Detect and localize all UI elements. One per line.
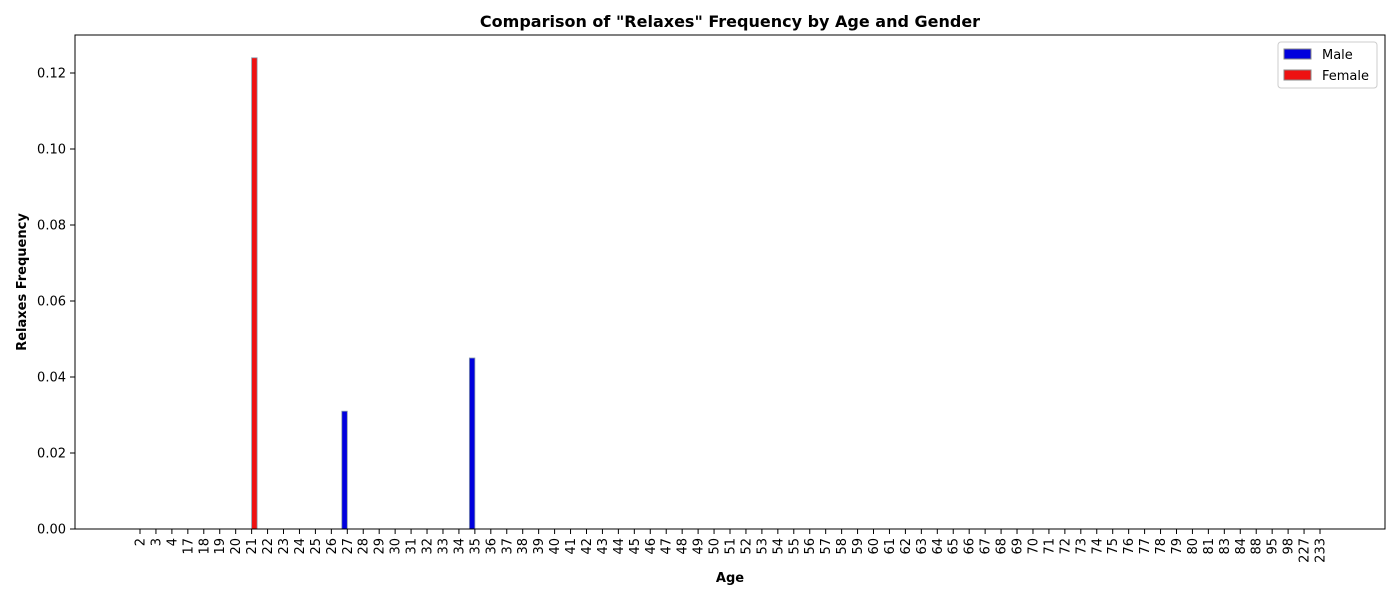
x-tick-label: 53	[755, 538, 770, 555]
x-tick-label: 22	[261, 538, 276, 555]
x-tick-label: 32	[421, 538, 436, 555]
x-tick-label: 17	[181, 538, 196, 555]
x-tick-label: 42	[580, 538, 595, 555]
x-tick-label: 74	[1090, 538, 1105, 555]
y-tick-label: 0.06	[37, 295, 66, 310]
x-tick-label: 67	[979, 538, 994, 555]
x-tick-label: 64	[931, 538, 946, 555]
x-tick-label: 56	[803, 538, 818, 555]
x-tick-label: 58	[835, 538, 850, 555]
x-tick-label: 27	[341, 538, 356, 555]
x-tick-label: 55	[787, 538, 802, 555]
x-tick-label: 70	[1026, 538, 1041, 555]
legend-label-female: Female	[1322, 69, 1369, 84]
legend-swatch-male	[1283, 48, 1312, 60]
x-tick-label: 233	[1314, 538, 1329, 563]
x-tick-label: 62	[899, 538, 914, 555]
x-tick-label: 65	[947, 538, 962, 555]
legend-label-male: Male	[1322, 48, 1353, 63]
x-tick-label: 84	[1234, 538, 1249, 555]
x-tick-label: 95	[1266, 538, 1281, 555]
x-tick-label: 72	[1058, 538, 1073, 555]
x-tick-label: 44	[612, 538, 627, 555]
x-axis-title: Age	[716, 571, 744, 586]
x-tick-label: 47	[660, 538, 675, 555]
bar-male-age-27	[341, 410, 348, 530]
x-tick-label: 36	[484, 538, 499, 555]
x-tick-label: 71	[1042, 538, 1057, 555]
bars-layer	[251, 57, 476, 530]
x-tick-label: 78	[1154, 538, 1169, 555]
x-tick-label: 83	[1218, 538, 1233, 555]
x-tick-label: 45	[628, 538, 643, 555]
chart-title: Comparison of "Relaxes" Frequency by Age…	[480, 12, 980, 31]
x-tick-label: 46	[644, 538, 659, 555]
x-tick-label: 21	[245, 538, 260, 555]
x-tick-label: 37	[500, 538, 515, 555]
bar-male-age-35	[468, 357, 476, 530]
x-tick-label: 51	[724, 538, 739, 555]
x-tick-label: 19	[213, 538, 228, 555]
x-tick-label: 38	[516, 538, 531, 555]
x-tick-label: 30	[389, 538, 404, 555]
x-tick-label: 73	[1074, 538, 1089, 555]
x-tick-label: 33	[436, 538, 451, 555]
plot-frame	[74, 34, 1386, 530]
x-tick-label: 39	[532, 538, 547, 555]
x-tick-label: 81	[1202, 538, 1217, 555]
x-tick-label: 54	[771, 538, 786, 555]
x-tick-label: 227	[1298, 538, 1313, 563]
x-tick-label: 77	[1138, 538, 1153, 555]
y-tick-label: 0.02	[37, 447, 66, 462]
x-tick-label: 3	[149, 538, 164, 546]
y-tick-label: 0.10	[37, 143, 66, 158]
x-tick-label: 28	[357, 538, 372, 555]
x-tick-label: 40	[548, 538, 563, 555]
x-tick-label: 68	[995, 538, 1010, 555]
legend: Male Female	[1277, 41, 1378, 89]
legend-swatch-female	[1283, 69, 1312, 81]
x-tick-label: 79	[1170, 538, 1185, 555]
x-tick-label: 43	[596, 538, 611, 555]
bar-female-age-21	[251, 57, 258, 530]
x-tick-label: 98	[1282, 538, 1297, 555]
x-tick-label: 61	[883, 538, 898, 555]
x-tick-label: 24	[293, 538, 308, 555]
x-tick-label: 63	[915, 538, 930, 555]
x-tick-label: 88	[1250, 538, 1265, 555]
x-tick-label: 48	[676, 538, 691, 555]
x-tick-label: 57	[819, 538, 834, 555]
x-tick-label: 35	[468, 538, 483, 555]
y-axis: 0.00 0.02 0.04 0.06 0.08 0.10 0.12	[37, 67, 75, 538]
x-tick-label: 41	[564, 538, 579, 555]
x-tick-label: 29	[373, 538, 388, 555]
x-tick-label: 25	[309, 538, 324, 555]
x-tick-label: 60	[867, 538, 882, 555]
x-tick-label: 26	[325, 538, 340, 555]
x-tick-label: 31	[405, 538, 420, 555]
y-tick-label: 0.12	[37, 67, 66, 82]
y-tick-label: 0.00	[37, 523, 66, 538]
x-tick-label: 23	[277, 538, 292, 555]
x-tick-label: 2	[134, 538, 149, 546]
y-tick-label: 0.04	[37, 371, 66, 386]
x-tick-label: 76	[1122, 538, 1137, 555]
x-tick-label: 34	[452, 538, 467, 555]
x-tick-label: 66	[963, 538, 978, 555]
x-tick-label: 69	[1011, 538, 1026, 555]
x-tick-label: 80	[1186, 538, 1201, 555]
x-tick-label: 20	[229, 538, 244, 555]
x-tick-label: 52	[739, 538, 754, 555]
y-tick-label: 0.08	[37, 219, 66, 234]
x-tick-label: 50	[708, 538, 723, 555]
x-axis: 2 3 4 17 18 19 20 21 22 23 24 25 26 27 28 29 30 31 32 33 34 3…	[134, 529, 1329, 563]
x-tick-label: 49	[692, 538, 707, 555]
x-tick-label: 18	[197, 538, 212, 555]
x-tick-label: 4	[165, 538, 180, 546]
x-tick-label: 59	[851, 538, 866, 555]
y-axis-title: Relaxes Frequency	[15, 213, 30, 351]
x-tick-label: 75	[1106, 538, 1121, 555]
